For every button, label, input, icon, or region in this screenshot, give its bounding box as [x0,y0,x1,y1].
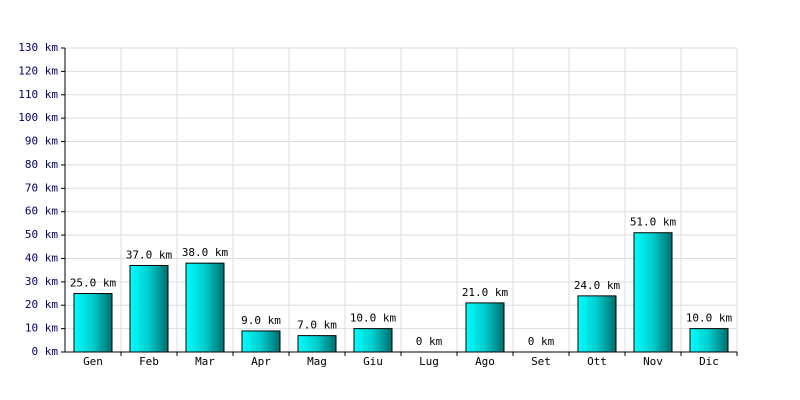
y-tick-label: 40 km [25,251,58,264]
bar [241,330,281,353]
value-label: 10.0 km [686,312,733,325]
bar [465,302,505,353]
x-tick-label: Mar [195,355,215,368]
x-tick-label: Apr [251,355,271,368]
bar [297,335,337,353]
y-tick-label: 60 km [25,205,58,218]
value-label: 25.0 km [70,277,117,290]
bar [689,328,729,353]
value-label: 10.0 km [350,312,397,325]
bar [577,295,617,353]
value-label: 24.0 km [574,279,621,292]
x-tick-label: Nov [643,355,663,368]
y-tick-label: 80 km [25,158,58,171]
x-tick-label: Dic [699,355,719,368]
y-tick-label: 90 km [25,135,58,148]
bar [73,293,113,353]
y-tick-label: 20 km [25,298,58,311]
value-label: 51.0 km [630,216,677,229]
value-label: 0 km [528,335,555,348]
bar [129,264,169,353]
value-label: 9.0 km [241,314,281,327]
y-tick-label: 10 km [25,322,58,335]
y-tick-label: 130 km [18,41,58,54]
value-label: 0 km [416,335,443,348]
x-tick-label: Lug [419,355,439,368]
value-label: 37.0 km [126,248,173,261]
y-tick-label: 0 km [32,345,59,358]
bar [353,328,393,353]
y-tick-label: 30 km [25,275,58,288]
value-label: 21.0 km [462,286,509,299]
y-tick-label: 100 km [18,111,58,124]
x-tick-label: Ago [475,355,495,368]
value-label: 7.0 km [297,319,337,332]
y-tick-label: 120 km [18,64,58,77]
x-tick-label: Mag [307,355,327,368]
bar [633,232,673,353]
y-tick-label: 110 km [18,88,58,101]
x-tick-label: Ott [587,355,607,368]
x-tick-label: Set [531,355,551,368]
x-tick-label: Gen [83,355,103,368]
x-tick-label: Feb [139,355,159,368]
bar [185,262,225,353]
x-tick-label: Giu [363,355,383,368]
y-tick-label: 70 km [25,181,58,194]
y-tick-label: 50 km [25,228,58,241]
value-label: 38.0 km [182,246,229,259]
